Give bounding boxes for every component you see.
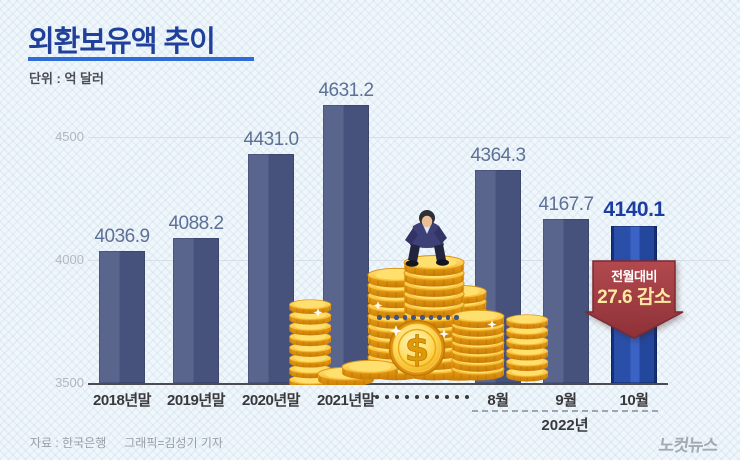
year-group-dashed-line: [472, 410, 658, 412]
svg-text:$: $: [405, 330, 429, 370]
year-group-label: 2022년: [541, 417, 589, 434]
ellipsis-dot: [425, 395, 429, 399]
bar-value-label: 4631.2: [318, 80, 374, 101]
x-axis-category-label: 2019년말: [167, 392, 225, 409]
bar-value-label: 4364.3: [470, 145, 526, 166]
bar: [543, 219, 589, 383]
y-axis-tick-label: 3500: [55, 375, 84, 390]
ellipsis-dot: [455, 395, 459, 399]
ellipsis-dot: [385, 315, 391, 320]
ellipsis-dot: [395, 395, 399, 399]
source-line: 자료 : 한국은행 그래픽=김성기 기자: [30, 434, 241, 451]
bar: [173, 238, 219, 383]
gold-coins-illustration: $: [288, 210, 549, 385]
source-text: 자료 : 한국은행: [30, 436, 107, 450]
sparkle-icon: [313, 301, 497, 339]
ellipsis-dot: [385, 395, 389, 399]
ellipsis-dot: [377, 315, 382, 320]
bar: [248, 154, 294, 383]
ellipsis-dot: [437, 315, 442, 320]
bar-value-label: 4140.1: [603, 198, 665, 221]
x-axis-category-label: 2020년말: [242, 392, 300, 409]
ellipsis-dot: [465, 395, 469, 399]
ellipsis-dot: [454, 315, 459, 320]
bar-value-label: 4036.9: [94, 226, 150, 247]
y-axis-tick-label: 4000: [55, 252, 84, 267]
ellipsis-dot: [402, 315, 408, 320]
y-axis-tick-label: 4500: [55, 129, 84, 144]
ellipsis-dot: [415, 395, 419, 399]
ellipsis-dot: [420, 315, 425, 320]
callout-label: 전월대비: [611, 269, 657, 284]
ellipsis-dot: [394, 315, 399, 320]
x-axis-category-label: 8월: [487, 392, 509, 409]
coin-stack: [505, 314, 549, 383]
title-underline: [28, 57, 254, 61]
bar-value-label: 4431.0: [243, 129, 299, 150]
ellipsis-dot: [445, 315, 451, 320]
nocut-news-logo: 노컷뉴스: [657, 436, 720, 455]
x-axis-category-label: 10월: [619, 392, 650, 409]
dollar-coin-icon: $: [388, 319, 446, 377]
credit-text: 그래픽=김성기 기자: [124, 436, 223, 450]
ellipsis-dot: [375, 395, 379, 399]
bar: [99, 251, 145, 383]
gridline: [88, 137, 730, 138]
businessman-figure: [405, 210, 449, 267]
coin-stack: [451, 309, 505, 382]
callout-value: 27.6 감소: [597, 287, 671, 308]
x-axis-category-label: 2018년말: [93, 392, 151, 409]
ellipsis-dot: [411, 315, 416, 320]
ellipsis-dot: [428, 315, 434, 320]
x-axis-category-label: 2021년말: [317, 392, 375, 409]
bar-value-label: 4088.2: [168, 213, 224, 234]
page-title: 외환보유액 추이: [28, 26, 216, 58]
ellipsis-dot: [405, 395, 409, 399]
ellipsis-dot: [445, 395, 449, 399]
unit-label: 단위 : 억 달러: [29, 71, 104, 86]
ellipsis-dot: [435, 395, 439, 399]
x-axis-category-label: 9월: [555, 392, 577, 409]
coin: [341, 359, 399, 381]
x-axis-line: [88, 383, 668, 385]
down-arrow-callout: [584, 260, 684, 339]
bar-value-label: 4167.7: [538, 194, 594, 215]
